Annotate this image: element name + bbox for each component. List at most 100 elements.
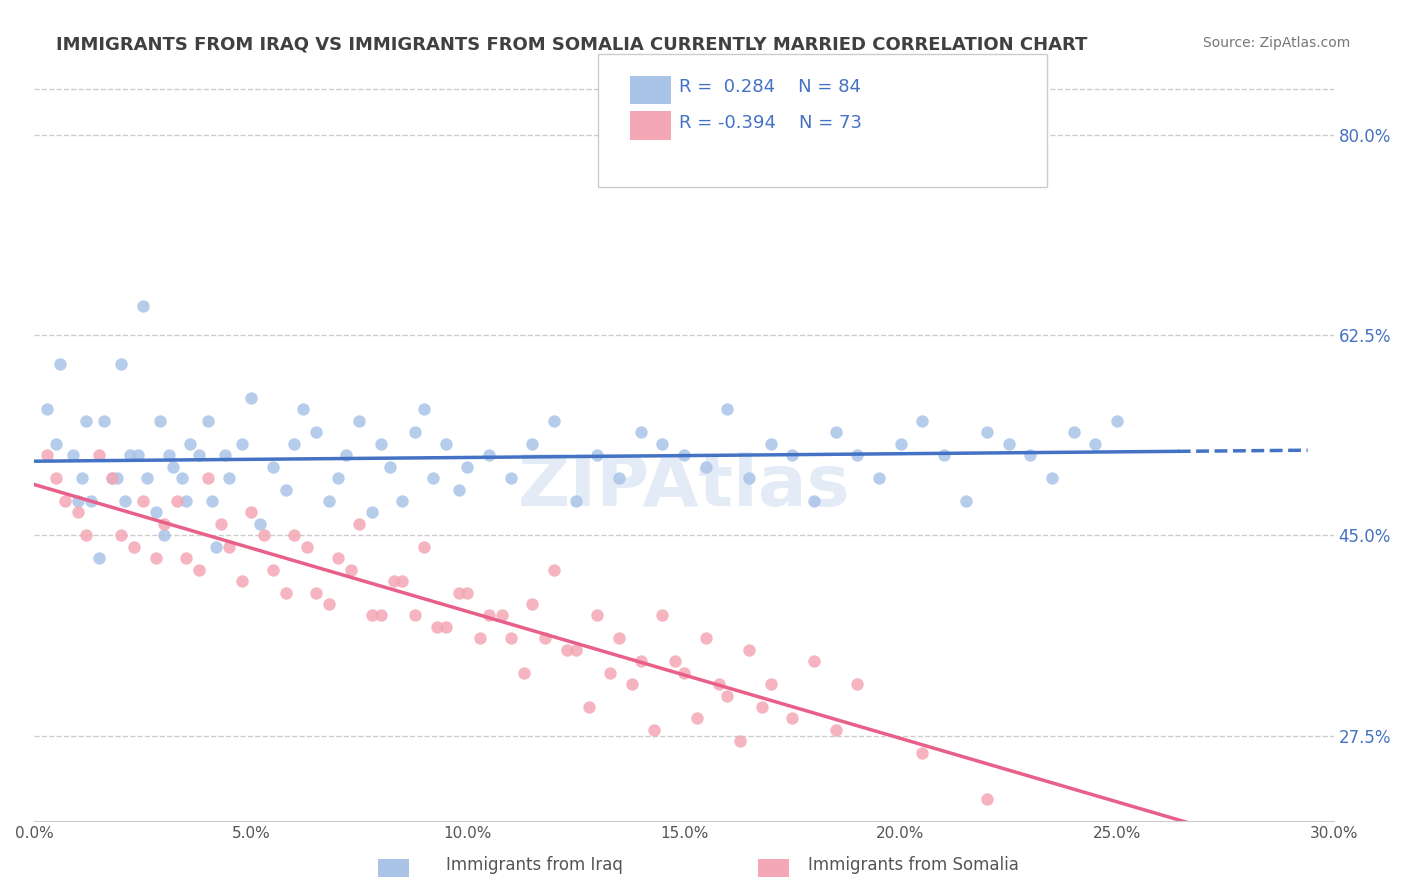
- Point: [179, 436, 201, 450]
- Point: [478, 448, 501, 462]
- Point: [110, 357, 132, 371]
- Point: [45, 471, 67, 485]
- Point: [218, 471, 240, 485]
- Point: [890, 436, 912, 450]
- Text: ZIPAtlas: ZIPAtlas: [517, 452, 851, 521]
- Point: [695, 459, 717, 474]
- Point: [686, 711, 709, 725]
- Point: [335, 448, 357, 462]
- Point: [513, 665, 536, 680]
- Point: [197, 414, 219, 428]
- Point: [75, 528, 97, 542]
- Point: [347, 414, 370, 428]
- Point: [37, 402, 59, 417]
- Point: [361, 505, 384, 519]
- Point: [751, 700, 773, 714]
- Point: [145, 551, 167, 566]
- Point: [297, 540, 319, 554]
- Point: [456, 459, 478, 474]
- Point: [75, 414, 97, 428]
- Point: [339, 563, 361, 577]
- Point: [187, 563, 209, 577]
- Point: [283, 528, 305, 542]
- Point: [470, 632, 492, 646]
- Point: [262, 563, 284, 577]
- Point: [695, 632, 717, 646]
- Point: [607, 632, 630, 646]
- Point: [543, 563, 565, 577]
- Point: [738, 471, 761, 485]
- Point: [153, 516, 176, 531]
- Point: [499, 471, 522, 485]
- Point: [218, 540, 240, 554]
- Point: [586, 608, 609, 623]
- Point: [707, 677, 730, 691]
- Point: [405, 608, 427, 623]
- Text: Immigrants from Iraq: Immigrants from Iraq: [446, 855, 623, 873]
- Point: [499, 632, 522, 646]
- Point: [37, 448, 59, 462]
- Point: [291, 402, 314, 417]
- Point: [174, 551, 197, 566]
- Point: [89, 551, 111, 566]
- Point: [162, 459, 184, 474]
- Point: [434, 620, 457, 634]
- Point: [239, 505, 262, 519]
- Point: [434, 436, 457, 450]
- Point: [824, 723, 846, 737]
- Point: [998, 436, 1021, 450]
- Point: [145, 505, 167, 519]
- Point: [127, 448, 149, 462]
- Point: [456, 585, 478, 599]
- Point: [347, 516, 370, 531]
- Point: [391, 574, 413, 588]
- Point: [976, 425, 998, 440]
- Point: [630, 654, 652, 668]
- Point: [1040, 471, 1063, 485]
- Point: [780, 711, 803, 725]
- Point: [131, 494, 153, 508]
- Point: [239, 391, 262, 405]
- Point: [187, 448, 209, 462]
- Point: [447, 585, 470, 599]
- Point: [326, 551, 349, 566]
- Point: [101, 471, 124, 485]
- Point: [651, 608, 673, 623]
- Point: [361, 608, 384, 623]
- Point: [413, 402, 436, 417]
- Point: [405, 425, 427, 440]
- Point: [543, 414, 565, 428]
- Point: [214, 448, 236, 462]
- Point: [136, 471, 159, 485]
- Point: [803, 494, 825, 508]
- Text: Source: ZipAtlas.com: Source: ZipAtlas.com: [1202, 36, 1350, 50]
- Point: [911, 414, 934, 428]
- Point: [824, 425, 846, 440]
- Point: [318, 494, 340, 508]
- Point: [231, 574, 253, 588]
- Text: Immigrants from Somalia: Immigrants from Somalia: [808, 855, 1019, 873]
- Point: [564, 642, 586, 657]
- Point: [131, 299, 153, 313]
- Point: [370, 608, 392, 623]
- Point: [274, 585, 297, 599]
- Point: [578, 700, 600, 714]
- Point: [326, 471, 349, 485]
- Point: [262, 459, 284, 474]
- Point: [1107, 414, 1129, 428]
- Point: [174, 494, 197, 508]
- Point: [643, 723, 665, 737]
- Point: [555, 642, 578, 657]
- Point: [651, 436, 673, 450]
- Point: [305, 425, 328, 440]
- Point: [318, 597, 340, 611]
- Point: [730, 734, 752, 748]
- Point: [955, 494, 977, 508]
- Point: [738, 642, 761, 657]
- Point: [716, 689, 738, 703]
- Point: [49, 357, 72, 371]
- Point: [630, 425, 652, 440]
- Point: [522, 436, 544, 450]
- Point: [283, 436, 305, 450]
- Point: [70, 471, 93, 485]
